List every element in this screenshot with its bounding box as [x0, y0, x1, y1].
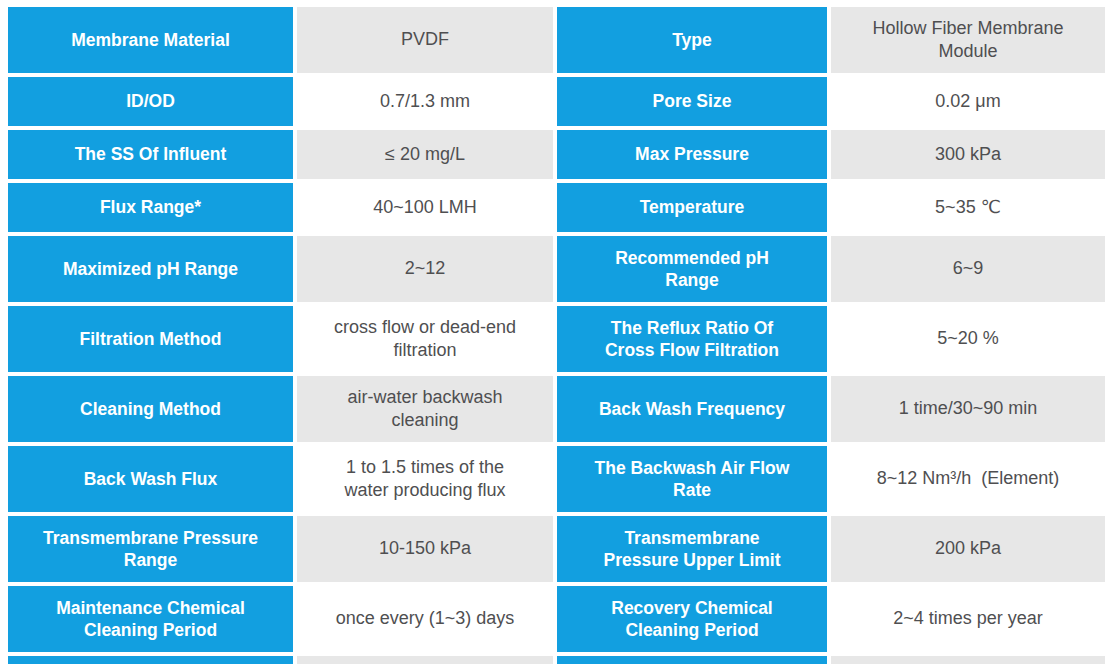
spec-label-cell: The Backwash Air Flow Rate — [557, 446, 827, 512]
spec-value-cell: 1 time/30~90 min — [831, 376, 1105, 442]
spec-value-cell: 2~12 — [297, 236, 553, 302]
table-row: Back Wash Flux 1 to 1.5 times of the wat… — [8, 446, 1105, 512]
spec-label-cell: Back Wash Frequency — [557, 376, 827, 442]
table-row: Maximized pH Range 2~12 Recommended pH R… — [8, 236, 1105, 302]
spec-value-cell: PVDF — [297, 7, 553, 73]
spec-value-cell — [297, 656, 553, 664]
spec-label-cell: Max Pressure — [557, 130, 827, 179]
spec-label-cell: Filtration Method — [8, 306, 293, 372]
spec-value-cell: cross flow or dead-end filtration — [297, 306, 553, 372]
table-row: Filtration Method cross flow or dead-end… — [8, 306, 1105, 372]
spec-value-cell: Hollow Fiber Membrane Module — [831, 7, 1105, 73]
spec-label-cell — [8, 656, 293, 664]
table-row: The SS Of Influent ≤ 20 mg/L Max Pressur… — [8, 130, 1105, 179]
spec-value-cell: 300 kPa — [831, 130, 1105, 179]
spec-label-cell: The SS Of Influent — [8, 130, 293, 179]
spec-label-cell: Pore Size — [557, 77, 827, 126]
spec-label-cell: Type — [557, 7, 827, 73]
spec-table: Membrane Material PVDF Type Hollow Fiber… — [4, 3, 1109, 664]
spec-label-cell: Back Wash Flux — [8, 446, 293, 512]
spec-value-cell: once every (1~3) days — [297, 586, 553, 652]
spec-value-cell — [831, 656, 1105, 664]
spec-label-cell: Membrane Material — [8, 7, 293, 73]
spec-label-cell — [557, 656, 827, 664]
table-row: Flux Range* 40~100 LMH Temperature 5~35 … — [8, 183, 1105, 232]
spec-value-cell: ≤ 20 mg/L — [297, 130, 553, 179]
spec-value-cell: air-water backwash cleaning — [297, 376, 553, 442]
spec-value-cell: 8~12 Nm³/h (Element) — [831, 446, 1105, 512]
spec-value-cell: 10-150 kPa — [297, 516, 553, 582]
spec-label-cell: Recommended pH Range — [557, 236, 827, 302]
spec-label-cell: Cleaning Method — [8, 376, 293, 442]
spec-value-cell: 6~9 — [831, 236, 1105, 302]
spec-value-cell: 2~4 times per year — [831, 586, 1105, 652]
table-row: Transmembrane Pressure Range 10-150 kPa … — [8, 516, 1105, 582]
table-row: Maintenance Chemical Cleaning Period onc… — [8, 586, 1105, 652]
spec-value-cell: 5~20 % — [831, 306, 1105, 372]
spec-value-cell: 1 to 1.5 times of the water producing fl… — [297, 446, 553, 512]
spec-value-cell: 200 kPa — [831, 516, 1105, 582]
spec-label-cell: Maintenance Chemical Cleaning Period — [8, 586, 293, 652]
spec-label-cell: Transmembrane Pressure Range — [8, 516, 293, 582]
spec-label-cell: Temperature — [557, 183, 827, 232]
spec-label-cell: Maximized pH Range — [8, 236, 293, 302]
table-row: ID/OD 0.7/1.3 mm Pore Size 0.02 μm — [8, 77, 1105, 126]
spec-label-cell: Transmembrane Pressure Upper Limit — [557, 516, 827, 582]
spec-label-cell: Recovery Chemical Cleaning Period — [557, 586, 827, 652]
table-row: Cleaning Method air-water backwash clean… — [8, 376, 1105, 442]
spec-value-cell: 5~35 ℃ — [831, 183, 1105, 232]
spec-value-cell: 0.02 μm — [831, 77, 1105, 126]
spec-label-cell: ID/OD — [8, 77, 293, 126]
spec-label-cell: The Reflux Ratio Of Cross Flow Filtratio… — [557, 306, 827, 372]
spec-label-cell: Flux Range* — [8, 183, 293, 232]
spec-sheet: Membrane Material PVDF Type Hollow Fiber… — [4, 3, 1113, 664]
table-row-partial — [8, 656, 1105, 664]
spec-value-cell: 40~100 LMH — [297, 183, 553, 232]
table-row: Membrane Material PVDF Type Hollow Fiber… — [8, 7, 1105, 73]
spec-value-cell: 0.7/1.3 mm — [297, 77, 553, 126]
